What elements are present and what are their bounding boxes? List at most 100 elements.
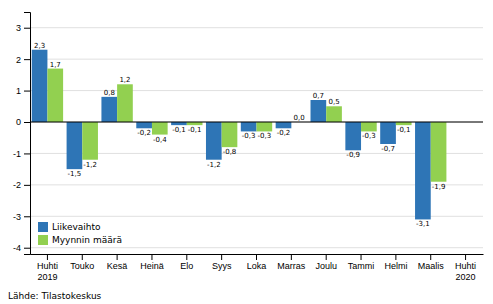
x-tick: Huhti2019 [37,254,58,282]
data-label: 0,8 [104,89,115,97]
data-label: 2,3 [34,42,45,50]
bar [47,69,63,122]
legend-swatch [38,222,48,232]
bar [345,122,361,150]
x-tick-label-line: Huhti [37,261,58,271]
bar [206,122,222,160]
legend-swatch [38,235,48,245]
x-tick: Huhti2020 [455,254,476,282]
x-tick: Syys [212,254,232,271]
bar [311,100,327,122]
x-tick-label: Touko [70,261,94,271]
bar [241,122,257,131]
data-label: 1,2 [119,76,130,84]
grid-line [30,59,483,60]
x-tick: Joulu [315,254,337,271]
data-label: -1,5 [68,170,82,178]
bar [152,122,168,135]
bar [222,122,238,147]
y-tick-label: -2 [13,180,21,190]
source-text: Lähde: Tilastokeskus [8,291,102,301]
bar [82,122,98,160]
y-tick-label: -4 [13,243,21,253]
data-label: -0,2 [277,129,291,137]
data-label: -0,3 [362,132,376,140]
bar [67,122,83,169]
x-tick-label: Huhti2019 [37,261,58,281]
plot: -4 -3 -2 -1 0 1 2 3 Huhti2019 Touko Kesä Heinä Elo Sy… [13,13,484,282]
x-tick-mark [186,254,187,260]
bar [257,122,273,131]
legend: Liikevaihto Myynnin määrä [38,222,122,245]
data-label: -3,1 [416,220,430,228]
y-tick-mark [24,91,30,92]
x-tick-label-line: Elo [180,261,193,271]
data-label: 0,0 [294,114,305,122]
data-label: -0,2 [137,129,151,137]
bar [32,50,48,122]
x-tick: Kesä [107,254,128,271]
data-labels: 2,3-1,50,8-0,2-0,1-1,2-0,3-0,20,7-0,9-0,… [34,42,445,229]
y-tick-label: -3 [13,212,21,222]
data-label: -0,3 [242,132,256,140]
x-tick-label-line: Maalis [418,261,445,271]
data-label: 0,7 [313,92,324,100]
legend-item: Liikevaihto [38,222,101,232]
legend-label: Myynnin määrä [52,235,122,245]
y-axis-line [24,13,31,255]
grid-line [30,122,483,123]
bar [415,122,431,219]
y-axis: -4 -3 -2 -1 0 1 2 3 [13,13,31,255]
data-label: -0,1 [172,126,186,134]
y-tick: 2 [16,55,30,65]
x-tick-mark [221,254,222,260]
x-tick: Heinä [140,254,164,271]
grid [30,28,483,248]
x-tick-label-line: Marras [277,261,306,271]
y-tick: -2 [13,180,30,190]
y-tick-mark [24,216,30,217]
x-tick-label: Maalis [418,261,445,271]
x-tick: Maalis [418,254,445,271]
grid-line [30,247,483,248]
data-label: -0,4 [153,136,167,144]
x-tick-label: Elo [180,261,193,271]
x-axis: Huhti2019 Touko Kesä Heinä Elo Syys Loka Marras… [31,254,484,282]
bar [431,122,447,182]
bar [117,84,133,122]
y-tick: 0 [16,117,30,127]
bar-series [32,50,431,220]
data-label: -0,1 [188,126,202,134]
y-tick-mark [24,122,30,123]
x-tick-label-line: Kesä [107,261,128,271]
x-tick-label-line: Joulu [315,261,337,271]
x-tick-label-line: Syys [212,261,232,271]
y-tick: 1 [16,86,30,96]
y-tick: -4 [13,243,30,253]
x-tick-mark [326,254,327,260]
x-tick-mark [47,254,48,260]
bar [136,122,152,128]
x-tick-label: Syys [212,261,232,271]
x-tick-mark [465,254,466,260]
x-tick-mark [395,254,396,260]
y-tick: -1 [13,149,30,159]
x-tick-label: Helmi [384,261,407,271]
x-tick-label-line: Touko [70,261,94,271]
x-tick-label: Tammi [348,261,375,271]
legend-label: Liikevaihto [52,222,101,232]
x-tick-label: Heinä [140,261,164,271]
x-tick-mark [151,254,152,260]
y-tick-mark [24,153,30,154]
grid-line [30,90,483,91]
y-tick: 3 [16,23,30,33]
x-tick: Loka [247,254,267,271]
x-tick-mark [82,254,83,260]
x-tick: Touko [70,254,94,271]
y-tick-mark [24,185,30,186]
x-tick-mark [291,254,292,260]
data-label: -1,2 [207,161,221,169]
y-tick-mark [24,59,30,60]
y-tick-label: -1 [13,149,21,159]
data-label: -1,2 [83,161,97,169]
